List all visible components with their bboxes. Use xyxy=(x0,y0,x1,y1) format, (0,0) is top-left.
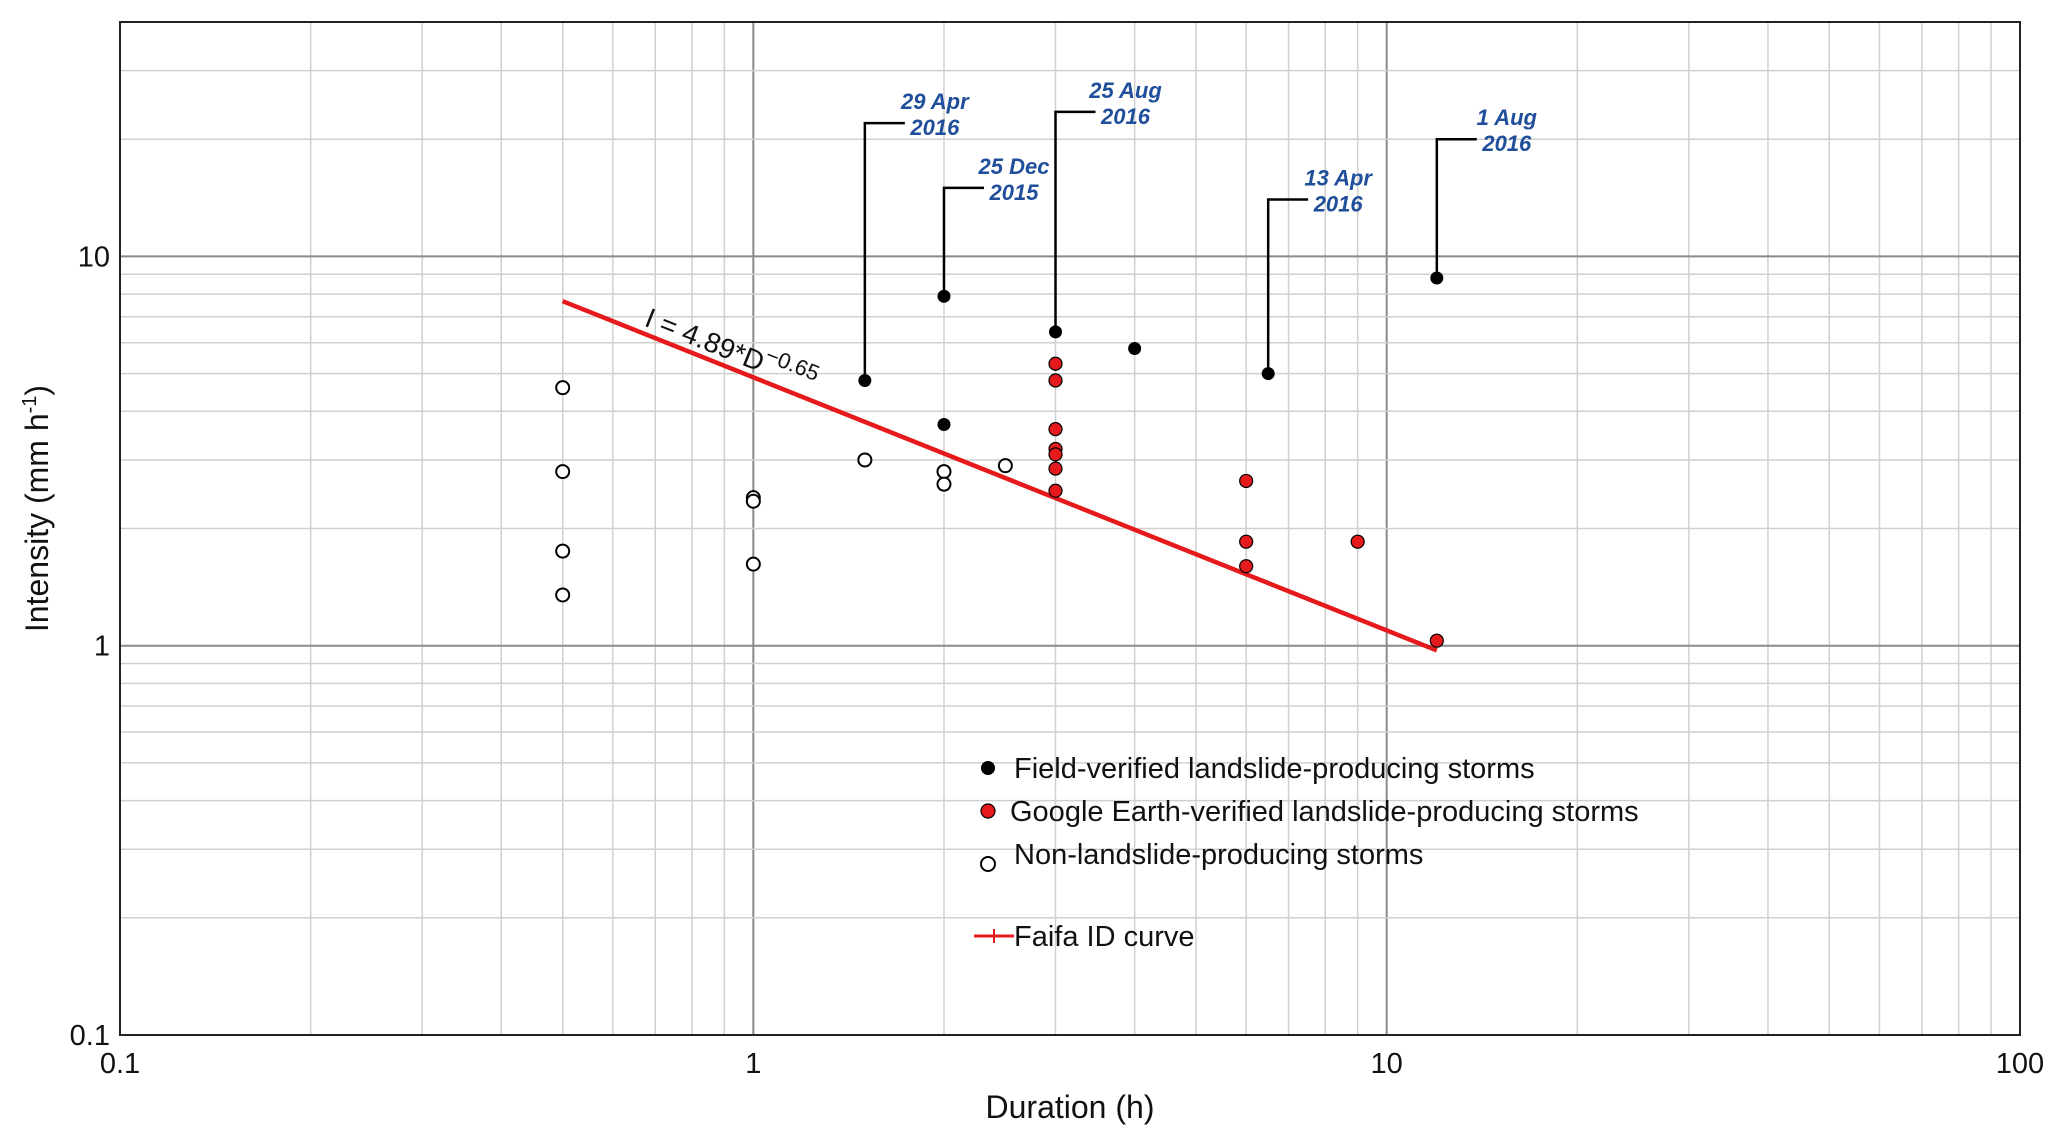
annotation-year-label: 2016 xyxy=(1313,191,1364,216)
google-earth-point xyxy=(1048,356,1063,371)
plot-frame xyxy=(119,21,2021,1036)
annotation-leader-line xyxy=(1054,110,1096,332)
annotation-leader-line xyxy=(1435,137,1477,278)
google-earth-point xyxy=(1239,534,1254,549)
legend-entry-label: Faifa ID curve xyxy=(1014,921,1195,953)
google-earth-point xyxy=(1048,461,1063,476)
x-tick-label: 1 xyxy=(745,1048,761,1080)
legend: Field-verified landslide-producing storm… xyxy=(974,753,1639,953)
non-landslide-point xyxy=(555,587,571,603)
annotation-date-label: 25 Dec xyxy=(978,154,1050,179)
x-tick-label: 0.1 xyxy=(100,1048,140,1080)
google-earth-point xyxy=(1048,422,1063,437)
non-landslide-point xyxy=(997,458,1013,474)
annotation-year-label: 2015 xyxy=(989,180,1040,205)
non-landslide-point xyxy=(745,556,761,572)
field-verified-point xyxy=(1128,341,1142,355)
legend-entry-label: Google Earth-verified landslide-producin… xyxy=(1010,796,1639,828)
id-curve-line xyxy=(561,299,1438,653)
x-tick-label: 10 xyxy=(1371,1048,1403,1080)
google-earth-point xyxy=(1350,534,1365,549)
legend-entry-label: Field-verified landslide-producing storm… xyxy=(1014,753,1535,785)
legend-google-earth-marker xyxy=(980,803,996,819)
non-landslide-point xyxy=(555,464,571,480)
annotation-leader-line xyxy=(1266,198,1309,374)
google-earth-point xyxy=(1239,473,1254,489)
annotation-year-label: 2016 xyxy=(1481,131,1532,156)
google-earth-point xyxy=(1048,373,1063,388)
y-axis-title-main: Intensity (mm h xyxy=(19,413,55,632)
annotation-date-label: 25 Aug xyxy=(1088,78,1162,103)
annotation-date-label: 29 Apr xyxy=(900,89,970,114)
id-curve-layer xyxy=(561,299,1438,653)
annotation-date-label: 13 Apr xyxy=(1304,165,1373,190)
non-landslide-point xyxy=(745,493,761,509)
field-verified-point xyxy=(937,417,951,431)
y-axis-title: Intensity (mm h-1) xyxy=(19,385,55,632)
non-landslide-point xyxy=(555,543,571,559)
field-verified-point xyxy=(937,289,951,303)
x-tick-label: 100 xyxy=(1996,1048,2044,1080)
tick-labels: 0.1 1 10 100 0.1 1 10 xyxy=(70,241,2045,1080)
y-tick-label: 1 xyxy=(94,631,110,663)
field-verified-point xyxy=(1430,271,1444,285)
annotation-year-label: 2016 xyxy=(909,115,960,140)
legend-field-marker xyxy=(981,761,995,775)
field-verified-point xyxy=(1049,325,1063,339)
annotation-date-label: 1 Aug xyxy=(1477,105,1538,130)
field-verified-point xyxy=(1261,367,1275,381)
annotation-leader-line xyxy=(863,121,905,381)
x-axis-title: Duration (h) xyxy=(986,1089,1155,1125)
y-axis-title-superscript: -1 xyxy=(19,396,41,414)
non-landslide-point xyxy=(857,452,873,468)
legend-non-landslide-marker xyxy=(980,856,996,872)
google-earth-point xyxy=(1239,559,1254,574)
y-tick-label: 10 xyxy=(78,241,110,273)
non-landslide-point xyxy=(936,476,952,492)
field-verified-point xyxy=(858,373,872,387)
non-landslide-point xyxy=(936,464,952,480)
non-landslide-point xyxy=(555,380,571,396)
data-points xyxy=(555,271,1444,648)
legend-entry-label: Non-landslide-producing storms xyxy=(1014,839,1423,871)
google-earth-point xyxy=(1048,483,1063,498)
annotation-year-label: 2016 xyxy=(1100,104,1151,129)
google-earth-point xyxy=(1048,447,1063,462)
y-tick-label: 0.1 xyxy=(70,1020,110,1052)
y-axis-title-close: ) xyxy=(19,385,55,396)
google-earth-point xyxy=(1429,633,1444,648)
annotation-leader-line xyxy=(942,186,984,297)
